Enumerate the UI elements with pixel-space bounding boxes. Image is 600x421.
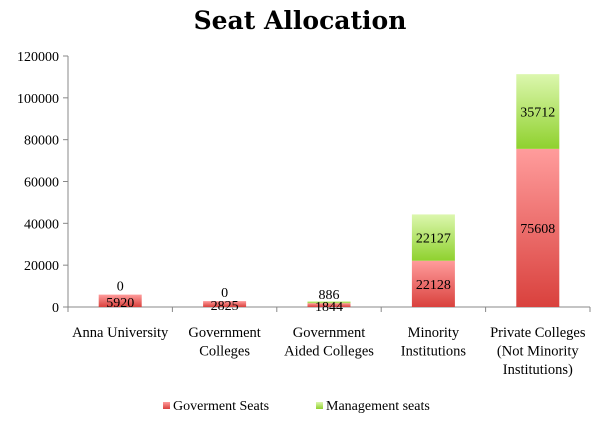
bar-segment <box>411 214 455 261</box>
bar-segment <box>98 294 142 307</box>
bar-segment <box>307 303 351 307</box>
y-tick-label: 0 <box>52 301 59 316</box>
y-tick-label: 20000 <box>24 259 59 274</box>
bar-segment <box>203 301 247 307</box>
y-tick-label: 80000 <box>24 134 59 149</box>
legend-label: Management seats <box>326 399 430 414</box>
x-tick-label: Government Colleges <box>188 325 260 360</box>
legend-swatch <box>316 402 323 409</box>
y-tick-label: 40000 <box>24 217 59 232</box>
data-label: 2825 <box>211 299 239 314</box>
y-tick-label: 100000 <box>17 92 59 107</box>
data-label: 0 <box>117 280 124 295</box>
data-label: 886 <box>319 288 340 303</box>
x-tick-label: Private Colleges (Not Minority Institution… <box>490 325 586 378</box>
x-tick-label: Anna University <box>72 325 169 341</box>
data-label: 1844 <box>315 300 343 315</box>
data-label: 75608 <box>520 222 555 237</box>
bar-segment <box>516 74 560 149</box>
y-tick-label: 60000 <box>24 176 59 191</box>
data-label: 22128 <box>416 278 451 293</box>
data-label: 35712 <box>520 106 555 121</box>
bar-segment <box>411 260 455 307</box>
chart-title: Seat Allocation <box>193 6 407 35</box>
bar-segment <box>516 148 560 307</box>
x-tick-label: Government Aided Colleges <box>284 325 374 360</box>
legend-label: Goverment Seats <box>173 399 269 414</box>
data-label: 22127 <box>416 232 451 247</box>
data-label: 5920 <box>106 296 134 311</box>
legend-swatch <box>163 402 170 409</box>
x-tick-label: Minority Institutions <box>401 325 467 360</box>
y-tick-label: 120000 <box>17 50 59 65</box>
bar-segment <box>307 301 351 304</box>
data-label: 0 <box>221 286 228 301</box>
